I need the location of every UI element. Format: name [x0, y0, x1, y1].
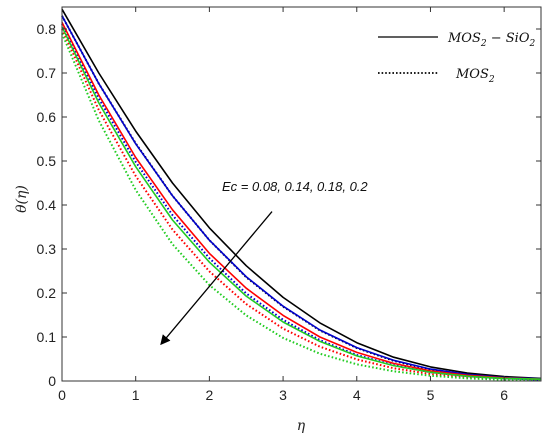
y-tick-label: 0.7: [37, 65, 57, 81]
series-layer: [61, 8, 542, 382]
x-tick-label: 1: [132, 387, 140, 403]
legend-label-sub: 2: [488, 75, 495, 85]
legend-label-sub: 2: [480, 39, 487, 49]
plot-frame: [61, 6, 542, 382]
y-tick-label: 0.1: [37, 329, 57, 345]
series-line-mos2-3: [61, 28, 542, 381]
y-tick-label: 0.3: [37, 241, 57, 257]
legend-label-sub: 2: [529, 39, 536, 49]
x-tick-label: 0: [58, 387, 66, 403]
y-tick-label: 0.2: [37, 285, 57, 301]
y-tick-label: 0.6: [37, 109, 57, 125]
legend-label-part: MOS: [455, 67, 489, 82]
x-tick-label: 2: [205, 387, 213, 403]
annotation-label: Ec = 0.08, 0.14, 0.18, 0.2: [222, 179, 368, 194]
series-line-mos2-sio2-4: [61, 26, 542, 380]
ticks-layer: 0 1 2 3 4 5 6 0 0.1 0.2 0.3 0.4 0.5 0.6 0.7 0.8: [37, 7, 541, 403]
series-line-mos2-sio2-2: [61, 15, 542, 380]
y-tick-label: 0.5: [37, 153, 57, 169]
series-line-mos2-sio2-1: [61, 8, 542, 380]
legend-label-mos2: MOS2: [455, 67, 495, 85]
x-axis-title: η: [297, 418, 306, 434]
x-tick-label: 5: [427, 387, 435, 403]
y-axis-title: θ(η): [14, 185, 30, 213]
x-tick-label: 3: [279, 387, 287, 403]
legend-label-mos2-sio2: MOS2 − SiO2: [447, 31, 536, 49]
x-tick-label: 6: [500, 387, 508, 403]
y-tick-label: 0.8: [37, 21, 57, 37]
legend-label-part: MOS: [447, 31, 481, 46]
series-line-mos2-sio2-3: [61, 22, 542, 380]
legend: MOS2 − SiO2 MOS2: [378, 31, 536, 85]
y-tick-label: 0: [48, 373, 56, 389]
x-tick-label: 4: [353, 387, 361, 403]
annotation-arrow: [160, 211, 273, 346]
legend-label-part: − SiO: [487, 31, 530, 46]
y-tick-label: 0.4: [37, 197, 57, 213]
